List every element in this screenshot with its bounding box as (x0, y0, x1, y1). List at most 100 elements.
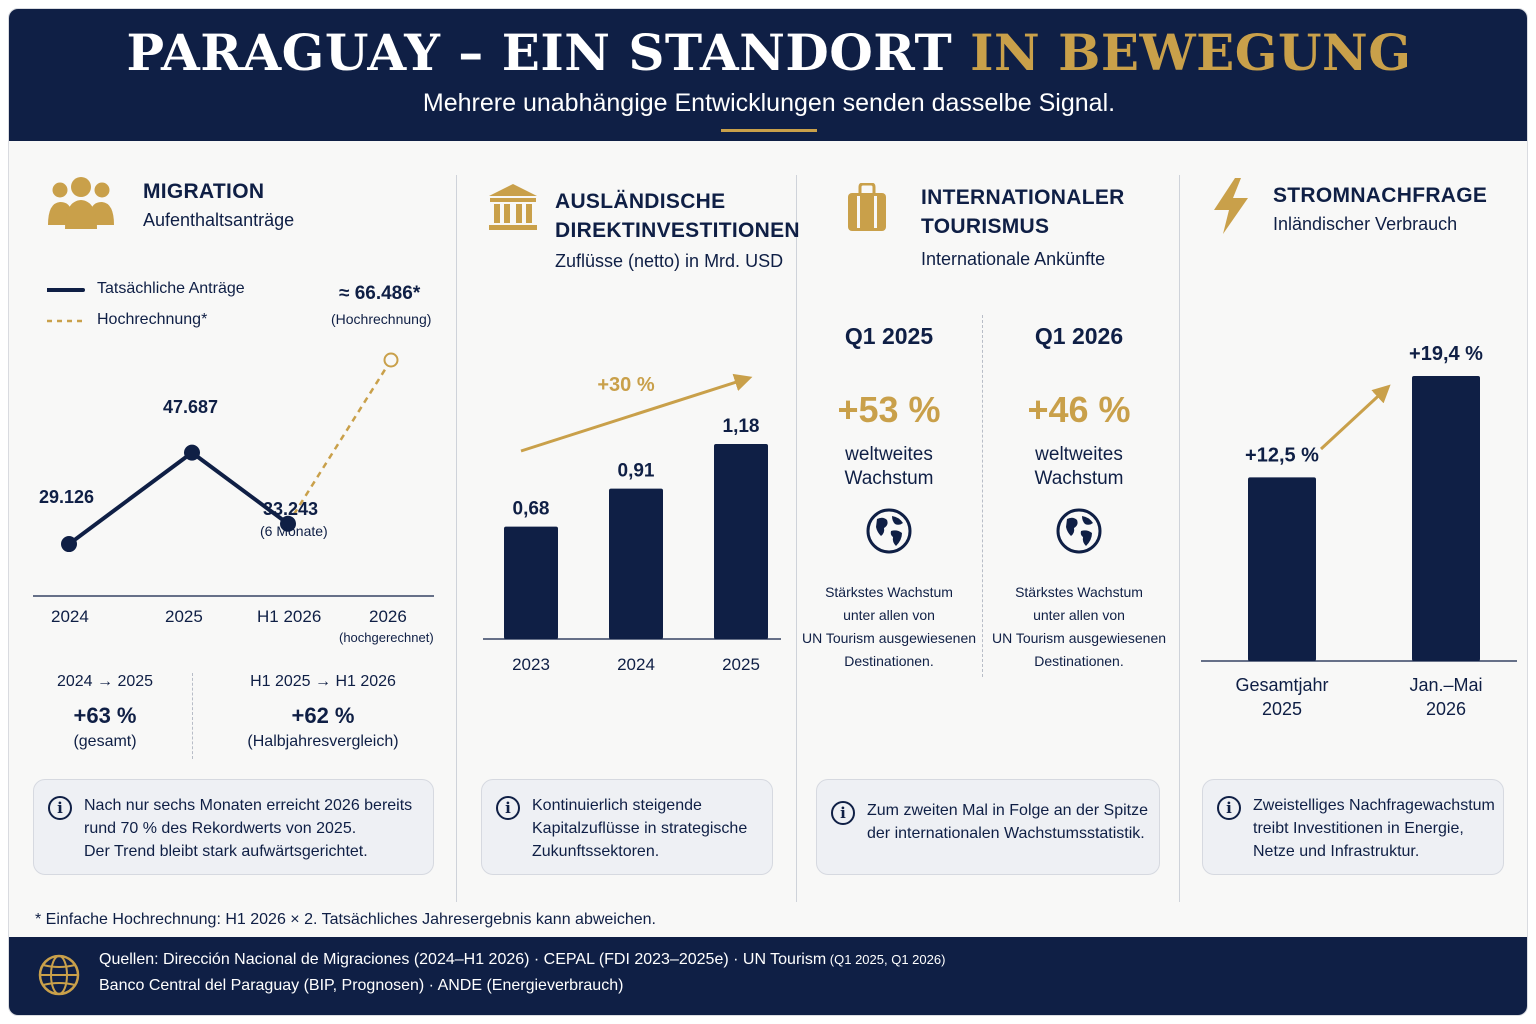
actual-data-point (61, 536, 77, 553)
note-line: Stärkstes Wachstum (1015, 584, 1143, 600)
header-banner: PARAGUAY – EIN STANDORT IN BEWEGUNG Mehr… (9, 9, 1527, 141)
fdi-bar-value-label: 0,68 (513, 499, 550, 520)
label-line: weltweites (845, 444, 933, 465)
legend-projection-label: Hochrechnung* (97, 311, 208, 328)
tourism-note: Stärkstes Wachstum unter allen von UN To… (799, 581, 979, 673)
power-category-label: Gesamtjahr (1235, 675, 1328, 695)
fdi-bar-value-label: 0,91 (618, 461, 655, 482)
tourism-divider (982, 315, 983, 677)
point-label-2025: 47.687 (163, 397, 219, 417)
label-line: Wachstum (844, 468, 934, 489)
fdi-bar (609, 488, 663, 639)
bank-building-icon (489, 184, 537, 230)
tourism-value: +46 % (1027, 389, 1131, 430)
tourism-period: Q1 2025 (844, 323, 934, 349)
note-line: Destinationen. (1034, 653, 1124, 669)
info-line: Kontinuierlich steigende (532, 797, 702, 814)
tourism-value-label: weltweites Wachstum (799, 443, 979, 491)
fdi-info-box: i Kontinuierlich steigende Kapitalzuflüs… (481, 779, 773, 875)
compare-note-2: (Halbjahresvergleich) (247, 733, 399, 750)
point-note-h1-2026: (6 Monate) (260, 523, 328, 539)
power-category-label: 2026 (1426, 699, 1466, 719)
power-bar (1248, 477, 1316, 661)
footnote: * Einfache Hochrechnung: H1 2026 × 2. Ta… (35, 911, 656, 928)
tourism-subheading: Internationale Ankünfte (921, 249, 1106, 269)
fdi-subheading: Zuflüsse (netto) in Mrd. USD (555, 251, 784, 271)
note-line: UN Tourism ausgewiesenen (991, 630, 1167, 646)
projection-data-point (383, 352, 399, 368)
compare-period-1: 2024 → 2025 (56, 673, 154, 690)
compare-value-1: +63 % (73, 703, 137, 728)
power-category-label: 2025 (1262, 699, 1302, 719)
power-info-box: i Zweistelliges Nachfragewachstum treibt… (1202, 779, 1504, 875)
growth-arrow (520, 373, 753, 453)
actual-data-point (184, 444, 200, 461)
column-divider (456, 175, 457, 902)
fdi-heading-line: DIREKTINVESTITIONEN (555, 219, 800, 242)
actual-data-point (280, 515, 296, 532)
migration-info-text: Nach nur sechs Monaten erreicht 2026 ber… (84, 794, 412, 863)
info-icon: i (831, 801, 855, 825)
x-label-2024: 2024 (51, 607, 89, 626)
info-line: Zweistelliges Nachfragewachstum (1253, 797, 1495, 814)
info-line: Zukunftssektoren. (532, 843, 660, 860)
point-label-2024: 29.126 (39, 487, 95, 507)
actual-series-line (67, 450, 290, 546)
growth-label: +30 % (597, 374, 654, 396)
suitcase-icon (848, 183, 886, 231)
sources-footer: Quellen: Dirección Nacional de Migracion… (9, 937, 1527, 1015)
power-bar-value-label: +19,4 % (1409, 343, 1483, 365)
fdi-bar (714, 444, 768, 639)
fdi-bar-chart: +30 % 0,68 2023 0,91 2024 1,18 2025 (483, 373, 781, 674)
label-line: Wachstum (1034, 468, 1124, 489)
compare-note-1: (gesamt) (73, 733, 137, 750)
fdi-category-label: 2024 (617, 655, 655, 674)
sources-line-1: Quellen: Dirección Nacional de Migracion… (99, 951, 945, 969)
note-line: UN Tourism ausgewiesenen (801, 630, 977, 646)
info-line: Der Trend bleibt stark aufwärtsgerichtet… (84, 843, 368, 860)
fdi-bar-value-label: 1,18 (723, 416, 760, 437)
fdi-info-text: Kontinuierlich steigende Kapitalzuflüsse… (532, 794, 747, 863)
migration-line-chart (33, 352, 434, 597)
projection-value: ≈ 66.486* (339, 283, 421, 304)
compare-period-2: H1 2025 → H1 2026 (250, 673, 396, 690)
info-line: Zum zweiten Mal in Folge an der Spitze (867, 802, 1149, 819)
globe-icon (1056, 508, 1102, 554)
x-label-h1-2026: H1 2026 (257, 607, 322, 626)
x-label-2026: 2026 (369, 607, 407, 626)
infographic: PARAGUAY – EIN STANDORT IN BEWEGUNG Mehr… (8, 8, 1528, 1016)
power-category-label: Jan.–Mai (1409, 675, 1482, 695)
legend-swatches (47, 288, 85, 323)
note-line: Destinationen. (844, 653, 934, 669)
page-title: PARAGUAY – EIN STANDORT IN BEWEGUNG (9, 23, 1527, 82)
fdi-category-label: 2023 (512, 655, 550, 674)
note-line: unter allen von (843, 607, 935, 623)
info-line: rund 70 % des Rekordwerts von 2025. (84, 820, 357, 837)
power-subheading: Inländischer Verbrauch (1273, 214, 1458, 234)
info-line: Nach nur sechs Monaten erreicht 2026 ber… (84, 797, 413, 814)
sources-text: Quellen: Dirección Nacional de Migracion… (99, 951, 827, 968)
legend-actual-label: Tatsächliche Anträge (97, 280, 245, 297)
tourism-note: Stärkstes Wachstum unter allen von UN To… (989, 581, 1169, 673)
info-line: Netze und Infrastruktur. (1253, 843, 1420, 860)
info-line: der internationalen Wachstumsstatistik. (867, 825, 1145, 842)
fdi-bar (504, 526, 558, 639)
title-accent: IN BEWEGUNG (970, 23, 1412, 82)
tourism-info-box: i Zum zweiten Mal in Folge an der Spitze… (816, 779, 1160, 875)
sources-text-small: (Q1 2025, Q1 2026) (826, 952, 946, 967)
globe-icon (866, 508, 912, 554)
growth-arrow (1319, 384, 1391, 451)
power-heading: STROMNACHFRAGE (1273, 184, 1488, 207)
fdi-category-label: 2025 (722, 655, 760, 674)
info-icon: i (496, 796, 520, 820)
info-line: treibt Investitionen in Energie, (1253, 820, 1464, 837)
info-line: Kapitalzuflüsse in strategische (532, 820, 748, 837)
note-line: unter allen von (1033, 607, 1125, 623)
info-icon: i (1217, 796, 1241, 820)
compare-divider (192, 673, 193, 759)
power-bar-chart: +12,5 % Gesamtjahr 2025 +19,4 % Jan.–Mai 2026 (1201, 343, 1517, 719)
tourism-heading-line: INTERNATIONALER (921, 186, 1125, 209)
power-bar-value-label: +12,5 % (1245, 444, 1319, 466)
page-subtitle: Mehrere unabhängige Entwicklungen senden… (422, 89, 1116, 117)
tourism-heading-line: TOURISMUS (921, 215, 1050, 238)
